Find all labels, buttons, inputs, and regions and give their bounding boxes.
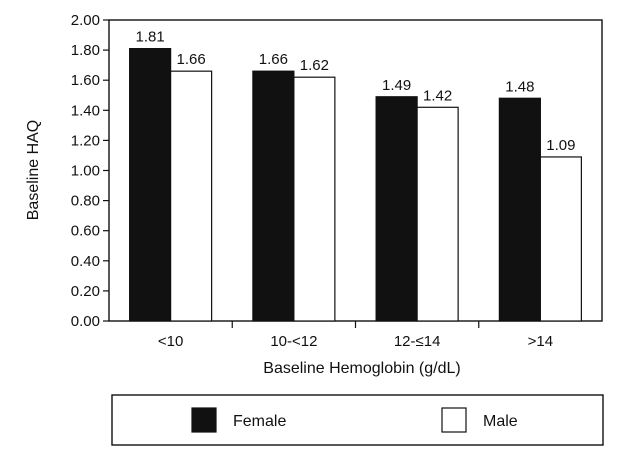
bar-male xyxy=(539,156,582,322)
legend-swatch-female xyxy=(191,407,217,433)
data-label: 1.62 xyxy=(300,57,329,74)
data-label: 1.81 xyxy=(136,29,165,46)
bar-female xyxy=(252,70,295,322)
legend-box xyxy=(111,394,604,446)
y-tick-label: 1.80 xyxy=(71,42,100,59)
legend-swatch-male xyxy=(441,407,467,433)
legend-label: Female xyxy=(233,413,286,430)
y-tick-label: 1.20 xyxy=(71,132,100,149)
legend-label: Male xyxy=(483,413,518,430)
x-tick-label: 12-≤14 xyxy=(394,333,441,350)
bar-male xyxy=(293,76,336,322)
y-tick-label: 0.80 xyxy=(71,193,100,210)
data-label: 1.48 xyxy=(505,78,534,95)
x-tick-label: 10-<12 xyxy=(270,333,317,350)
legend: Female Male xyxy=(111,394,604,446)
data-label: 1.66 xyxy=(177,51,206,68)
bar-female xyxy=(498,97,541,322)
bar-male xyxy=(416,106,459,322)
data-label: 1.49 xyxy=(382,77,411,94)
bar-male xyxy=(170,70,213,322)
x-tick-label: >14 xyxy=(528,333,553,350)
plot-area: 0.00 0.20 0.40 0.60 0.80 1.00 1.20 1.40 1.60 1.80… xyxy=(71,12,603,350)
data-label: 1.66 xyxy=(259,51,288,68)
y-tick-label: 0.40 xyxy=(71,253,100,270)
bar-female xyxy=(129,47,172,322)
x-tick-label: <10 xyxy=(158,333,183,350)
y-tick-label: 1.00 xyxy=(71,163,100,180)
y-axis-title: Baseline HAQ xyxy=(25,120,42,221)
data-label: 1.09 xyxy=(546,137,575,154)
bar-female xyxy=(375,96,418,322)
y-tick-label: 2.00 xyxy=(71,12,100,29)
y-tick-label: 0.60 xyxy=(71,223,100,240)
data-label: 1.42 xyxy=(423,87,452,104)
x-axis-title: Baseline Hemoglobin (g/dL) xyxy=(263,360,460,377)
y-tick-label: 0.00 xyxy=(71,313,100,330)
y-tick-label: 0.20 xyxy=(71,283,100,300)
y-tick-label: 1.40 xyxy=(71,102,100,119)
y-tick-label: 1.60 xyxy=(71,72,100,89)
